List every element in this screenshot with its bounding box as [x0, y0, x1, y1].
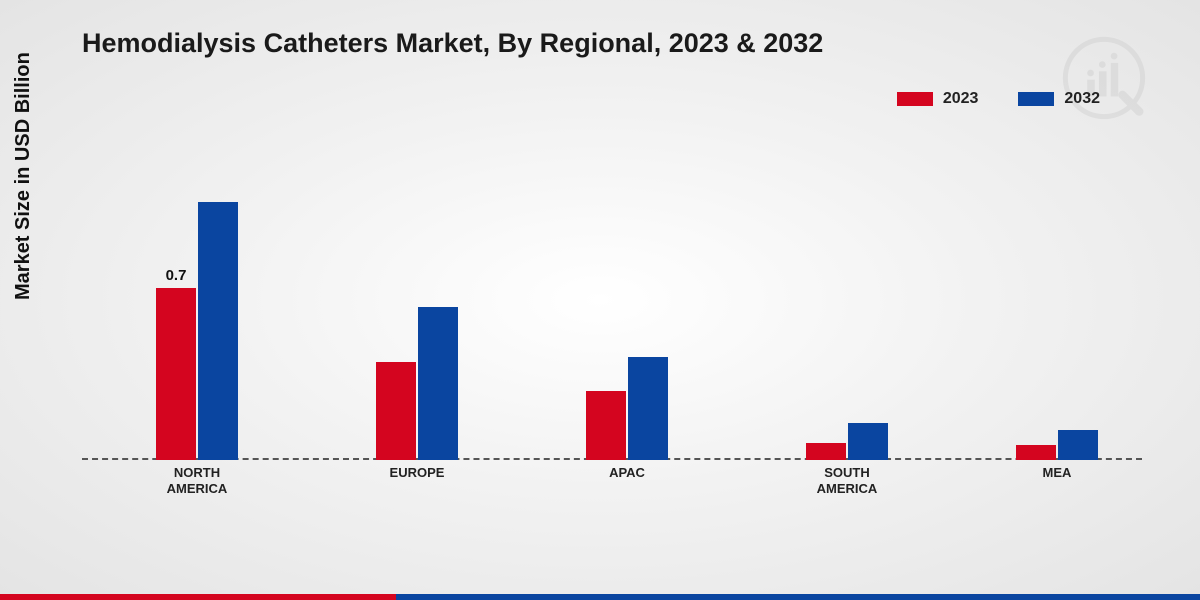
bar-2032	[418, 307, 458, 460]
x-tick-label: NORTH AMERICA	[122, 465, 272, 496]
legend-label-2032: 2032	[1064, 90, 1100, 108]
footer-red	[0, 594, 396, 600]
legend: 2023 2032	[897, 90, 1100, 108]
legend-swatch-2023	[897, 92, 933, 106]
legend-swatch-2032	[1018, 92, 1054, 106]
bar-group: 0.7	[122, 140, 272, 460]
bar-group	[342, 140, 492, 460]
chart-title: Hemodialysis Catheters Market, By Region…	[82, 28, 823, 59]
bar-group	[772, 140, 922, 460]
legend-item-2032: 2032	[1018, 90, 1100, 108]
x-axis-labels: NORTH AMERICA EUROPE APAC SOUTH AMERICA MEA	[82, 465, 1142, 515]
plot-area: 0.7	[82, 140, 1142, 460]
x-tick-label: SOUTH AMERICA	[772, 465, 922, 496]
bar-2032	[198, 202, 238, 460]
footer-blue	[396, 594, 1200, 600]
bar-2023	[806, 443, 846, 460]
bar-group	[982, 140, 1132, 460]
bar-2023	[376, 362, 416, 460]
bar-2023: 0.7	[156, 288, 196, 460]
y-axis-label: Market Size in USD Billion	[12, 52, 35, 300]
x-tick-label: MEA	[982, 465, 1132, 481]
legend-label-2023: 2023	[943, 90, 979, 108]
bar-group	[552, 140, 702, 460]
bar-value-label: 0.7	[156, 267, 196, 288]
bar-2023	[586, 391, 626, 460]
x-tick-label: APAC	[552, 465, 702, 481]
bar-2032	[848, 423, 888, 460]
bar-2032	[1058, 430, 1098, 460]
x-tick-label: EUROPE	[342, 465, 492, 481]
legend-item-2023: 2023	[897, 90, 979, 108]
bar-2032	[628, 357, 668, 460]
footer-strip	[0, 594, 1200, 600]
bar-2023	[1016, 445, 1056, 460]
